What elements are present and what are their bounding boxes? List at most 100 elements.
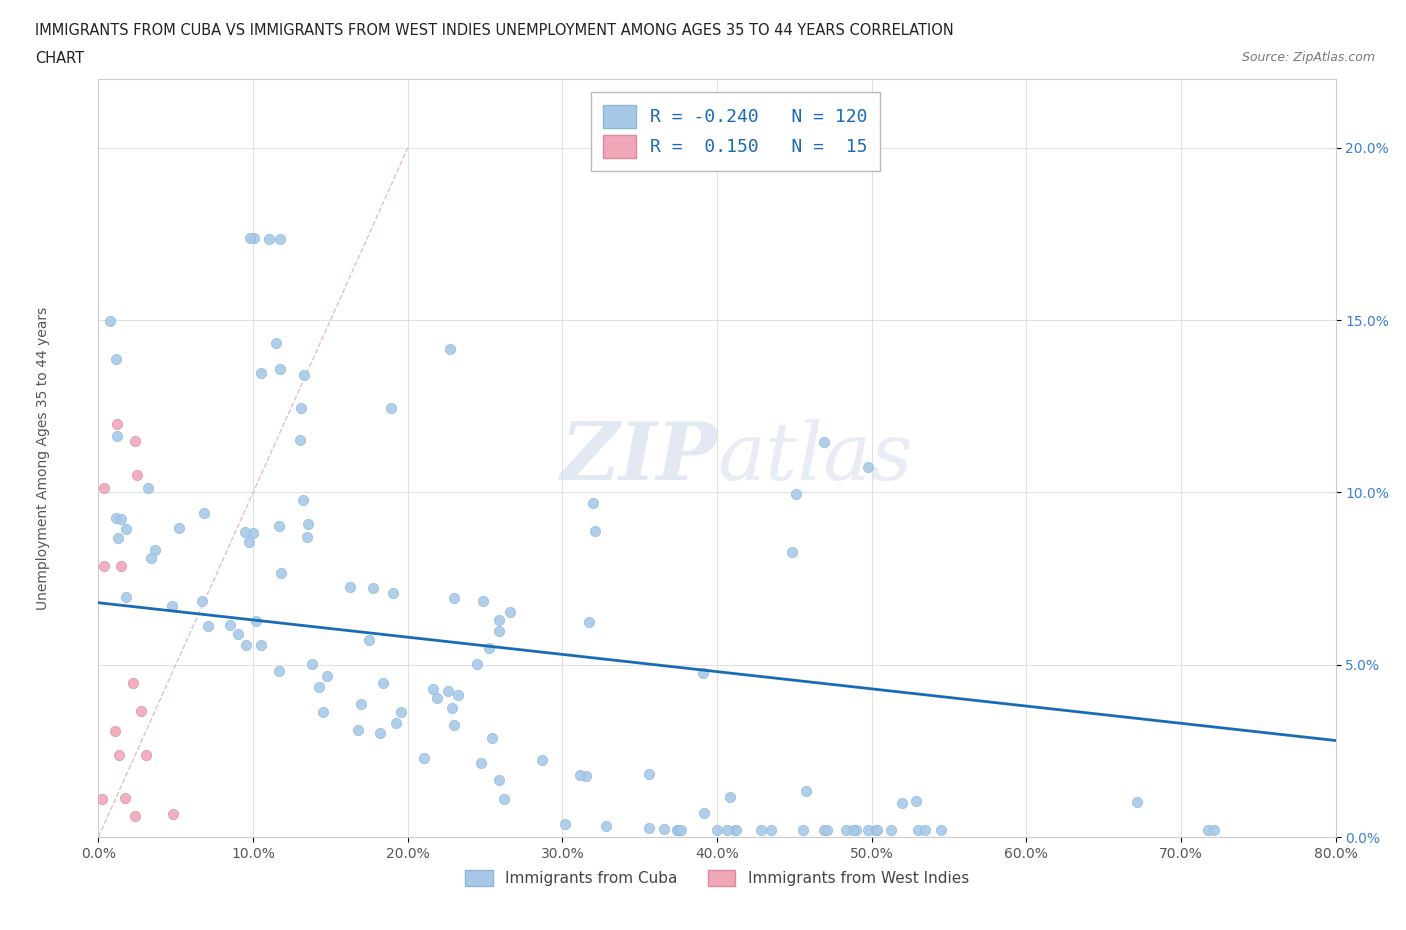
Point bbox=[124, 433, 146, 448]
Point bbox=[93, 559, 115, 574]
Point bbox=[637, 821, 659, 836]
Point bbox=[292, 367, 315, 382]
Point bbox=[488, 613, 510, 628]
Point bbox=[264, 335, 287, 350]
Point bbox=[167, 520, 190, 535]
Point bbox=[706, 823, 728, 838]
Point bbox=[813, 823, 835, 838]
Point bbox=[472, 594, 495, 609]
Point bbox=[290, 401, 312, 416]
Point bbox=[250, 366, 273, 381]
Point bbox=[718, 790, 741, 804]
Point bbox=[669, 823, 692, 838]
Point bbox=[297, 517, 319, 532]
Point bbox=[389, 704, 412, 719]
Point bbox=[269, 362, 291, 377]
Point bbox=[108, 748, 131, 763]
Legend: Immigrants from Cuba, Immigrants from West Indies: Immigrants from Cuba, Immigrants from We… bbox=[457, 862, 977, 894]
Point bbox=[93, 481, 115, 496]
Point bbox=[481, 731, 503, 746]
Point bbox=[492, 791, 515, 806]
Point bbox=[162, 806, 184, 821]
Point bbox=[443, 590, 465, 604]
Point bbox=[815, 823, 838, 838]
Point bbox=[312, 705, 335, 720]
Point bbox=[380, 400, 402, 415]
Y-axis label: Unemployment Among Ages 35 to 44 years: Unemployment Among Ages 35 to 44 years bbox=[35, 306, 49, 610]
Point bbox=[880, 823, 903, 838]
Point bbox=[692, 666, 714, 681]
Point bbox=[530, 752, 553, 767]
Point bbox=[105, 428, 128, 443]
Point bbox=[105, 511, 128, 525]
Point bbox=[124, 808, 146, 823]
Point bbox=[751, 823, 773, 838]
Point bbox=[446, 687, 468, 702]
Point bbox=[291, 493, 314, 508]
Point bbox=[361, 581, 384, 596]
Point bbox=[129, 703, 152, 718]
Point bbox=[582, 496, 605, 511]
Point bbox=[716, 823, 738, 838]
Point bbox=[554, 817, 576, 831]
Point bbox=[465, 657, 488, 671]
Point bbox=[346, 723, 368, 737]
Point bbox=[835, 823, 858, 838]
Point bbox=[357, 632, 380, 647]
Point bbox=[904, 794, 927, 809]
Point bbox=[190, 594, 212, 609]
Point bbox=[569, 767, 592, 782]
Point bbox=[422, 682, 444, 697]
Point bbox=[270, 565, 292, 580]
Point bbox=[1126, 794, 1149, 809]
Point bbox=[368, 725, 391, 740]
Point bbox=[478, 641, 501, 656]
Point bbox=[578, 615, 600, 630]
Point bbox=[107, 531, 129, 546]
Text: atlas: atlas bbox=[717, 419, 912, 497]
Point bbox=[856, 823, 879, 838]
Point bbox=[98, 313, 121, 328]
Point bbox=[267, 519, 290, 534]
Point bbox=[443, 718, 465, 733]
Point bbox=[373, 676, 395, 691]
Point bbox=[785, 486, 807, 501]
Point bbox=[426, 691, 449, 706]
Point bbox=[350, 697, 373, 711]
Point bbox=[104, 724, 127, 738]
Point bbox=[856, 460, 879, 475]
Point bbox=[114, 590, 136, 604]
Point bbox=[437, 684, 460, 698]
Point bbox=[125, 468, 148, 483]
Point bbox=[245, 613, 267, 628]
Point bbox=[269, 232, 291, 246]
Point bbox=[233, 525, 256, 539]
Point bbox=[488, 772, 510, 787]
Point bbox=[929, 823, 952, 838]
Point bbox=[595, 818, 617, 833]
Point bbox=[122, 675, 145, 690]
Point bbox=[666, 823, 689, 838]
Point bbox=[575, 769, 598, 784]
Point bbox=[470, 756, 492, 771]
Point bbox=[759, 823, 782, 838]
Point bbox=[235, 637, 257, 652]
Point bbox=[813, 435, 835, 450]
Point bbox=[257, 232, 280, 246]
Point bbox=[105, 416, 128, 431]
Point bbox=[890, 796, 912, 811]
Point bbox=[339, 579, 361, 594]
Point bbox=[865, 823, 887, 838]
Point bbox=[914, 823, 936, 838]
Point bbox=[136, 481, 159, 496]
Point bbox=[143, 543, 166, 558]
Point bbox=[381, 586, 404, 601]
Point bbox=[316, 669, 339, 684]
Text: IMMIGRANTS FROM CUBA VS IMMIGRANTS FROM WEST INDIES UNEMPLOYMENT AMONG AGES 35 T: IMMIGRANTS FROM CUBA VS IMMIGRANTS FROM … bbox=[35, 23, 953, 38]
Point bbox=[1204, 823, 1226, 838]
Point bbox=[413, 751, 436, 765]
Point bbox=[250, 637, 273, 652]
Point bbox=[141, 551, 163, 565]
Point bbox=[110, 558, 132, 573]
Point bbox=[239, 230, 262, 245]
